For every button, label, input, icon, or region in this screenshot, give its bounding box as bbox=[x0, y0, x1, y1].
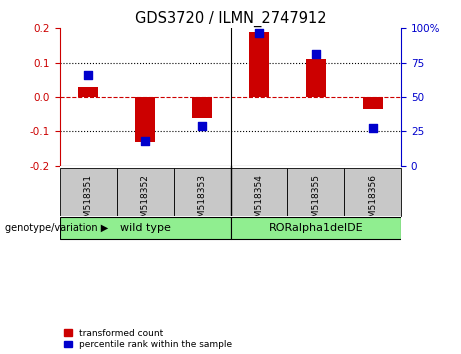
Point bbox=[255, 31, 263, 36]
Bar bbox=[363, 97, 383, 109]
Point bbox=[312, 51, 319, 57]
Text: GSM518351: GSM518351 bbox=[84, 174, 93, 229]
Bar bbox=[135, 97, 155, 142]
Text: wild type: wild type bbox=[120, 223, 171, 233]
Legend: transformed count, percentile rank within the sample: transformed count, percentile rank withi… bbox=[65, 329, 232, 349]
Bar bbox=[249, 32, 269, 97]
Point bbox=[142, 138, 149, 144]
Text: GSM518352: GSM518352 bbox=[141, 174, 150, 229]
Point bbox=[198, 124, 206, 129]
FancyBboxPatch shape bbox=[174, 168, 230, 216]
FancyBboxPatch shape bbox=[344, 168, 401, 216]
Bar bbox=[192, 97, 212, 118]
Text: genotype/variation ▶: genotype/variation ▶ bbox=[5, 223, 108, 233]
FancyBboxPatch shape bbox=[287, 168, 344, 216]
FancyBboxPatch shape bbox=[230, 217, 401, 239]
Bar bbox=[78, 87, 98, 97]
FancyBboxPatch shape bbox=[230, 168, 287, 216]
Text: RORalpha1delDE: RORalpha1delDE bbox=[268, 223, 363, 233]
Bar bbox=[306, 59, 326, 97]
Text: GSM518354: GSM518354 bbox=[254, 174, 263, 229]
Text: GSM518355: GSM518355 bbox=[311, 174, 320, 229]
Title: GDS3720 / ILMN_2747912: GDS3720 / ILMN_2747912 bbox=[135, 11, 326, 27]
FancyBboxPatch shape bbox=[60, 168, 117, 216]
Text: GSM518353: GSM518353 bbox=[198, 174, 207, 229]
Point bbox=[369, 125, 376, 131]
Point bbox=[85, 72, 92, 78]
Text: GSM518356: GSM518356 bbox=[368, 174, 377, 229]
FancyBboxPatch shape bbox=[60, 217, 230, 239]
FancyBboxPatch shape bbox=[117, 168, 174, 216]
